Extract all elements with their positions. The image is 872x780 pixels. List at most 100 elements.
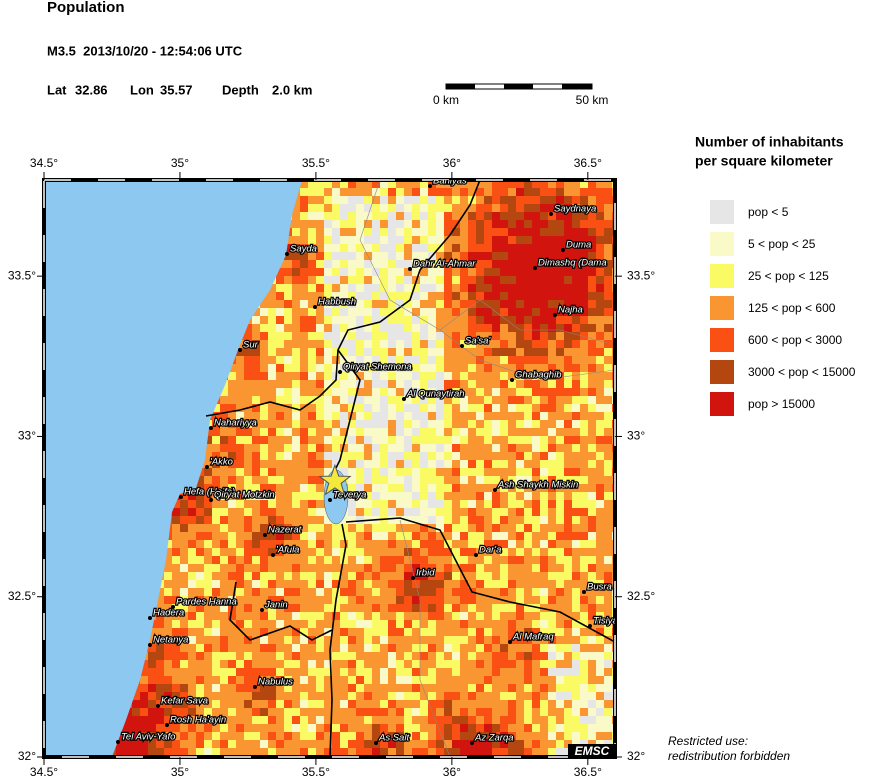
density-cell [604, 260, 612, 268]
density-cell [532, 692, 540, 700]
density-cell [420, 468, 428, 476]
density-cell [260, 668, 268, 676]
density-cell [540, 468, 548, 476]
density-cell [236, 444, 244, 452]
density-cell [452, 644, 460, 652]
density-cell [580, 444, 588, 452]
density-cell [292, 484, 300, 492]
density-cell [516, 332, 524, 340]
density-cell [308, 188, 316, 196]
density-cell [556, 588, 564, 596]
density-cell [348, 636, 356, 644]
density-cell [316, 204, 324, 212]
density-cell [348, 276, 356, 284]
density-cell [436, 340, 444, 348]
density-cell [324, 332, 332, 340]
density-cell [380, 588, 388, 596]
density-cell [244, 420, 252, 428]
density-cell [572, 396, 580, 404]
density-cell [524, 684, 532, 692]
density-cell [204, 724, 212, 732]
density-cell [396, 708, 404, 716]
density-cell [252, 308, 260, 316]
density-cell [308, 564, 316, 572]
density-cell [380, 628, 388, 636]
density-cell [596, 468, 604, 476]
density-cell [236, 612, 244, 620]
density-cell [340, 332, 348, 340]
density-cell [324, 396, 332, 404]
density-cell [428, 364, 436, 372]
density-cell [556, 500, 564, 508]
density-cell [244, 372, 252, 380]
density-cell [252, 380, 260, 388]
density-cell [308, 388, 316, 396]
density-cell [356, 516, 364, 524]
density-cell [140, 692, 148, 700]
density-cell [276, 396, 284, 404]
density-cell [292, 244, 300, 252]
density-cell [340, 236, 348, 244]
density-cell [204, 700, 212, 708]
density-cell [596, 316, 604, 324]
density-cell [596, 404, 604, 412]
density-cell [300, 708, 308, 716]
density-cell [260, 476, 268, 484]
density-cell [380, 212, 388, 220]
density-cell [228, 524, 236, 532]
density-cell [244, 468, 252, 476]
density-cell [580, 692, 588, 700]
density-cell [332, 612, 340, 620]
density-cell [484, 548, 492, 556]
density-cell [308, 492, 316, 500]
density-cell [348, 420, 356, 428]
density-cell [244, 684, 252, 692]
density-cell [212, 532, 220, 540]
density-cell [316, 660, 324, 668]
density-cell [404, 700, 412, 708]
density-cell [548, 476, 556, 484]
density-cell [404, 404, 412, 412]
density-cell [292, 684, 300, 692]
density-cell [540, 724, 548, 732]
density-cell [564, 444, 572, 452]
density-cell [484, 276, 492, 284]
density-cell [564, 452, 572, 460]
density-cell [260, 348, 268, 356]
density-cell [292, 324, 300, 332]
density-cell [548, 572, 556, 580]
density-cell [428, 500, 436, 508]
density-cell [476, 492, 484, 500]
density-cell [188, 540, 196, 548]
density-cell [452, 572, 460, 580]
density-cell [500, 332, 508, 340]
density-cell [420, 356, 428, 364]
density-cell [452, 508, 460, 516]
density-cell [508, 660, 516, 668]
density-cell [572, 324, 580, 332]
density-cell [508, 404, 516, 412]
density-cell [388, 300, 396, 308]
density-cell [596, 652, 604, 660]
density-cell [292, 340, 300, 348]
density-cell [380, 572, 388, 580]
density-cell [220, 612, 228, 620]
density-cell [516, 508, 524, 516]
density-cell [428, 300, 436, 308]
density-cell [468, 404, 476, 412]
density-cell [276, 276, 284, 284]
density-cell [388, 460, 396, 468]
density-cell [236, 660, 244, 668]
density-cell [332, 340, 340, 348]
density-cell [516, 492, 524, 500]
density-cell [484, 452, 492, 460]
density-cell [380, 428, 388, 436]
density-cell [468, 500, 476, 508]
density-cell [532, 516, 540, 524]
density-cell [604, 396, 612, 404]
density-cell [172, 516, 180, 524]
density-cell [556, 372, 564, 380]
density-cell [340, 316, 348, 324]
density-cell [156, 620, 164, 628]
density-cell [332, 188, 340, 196]
